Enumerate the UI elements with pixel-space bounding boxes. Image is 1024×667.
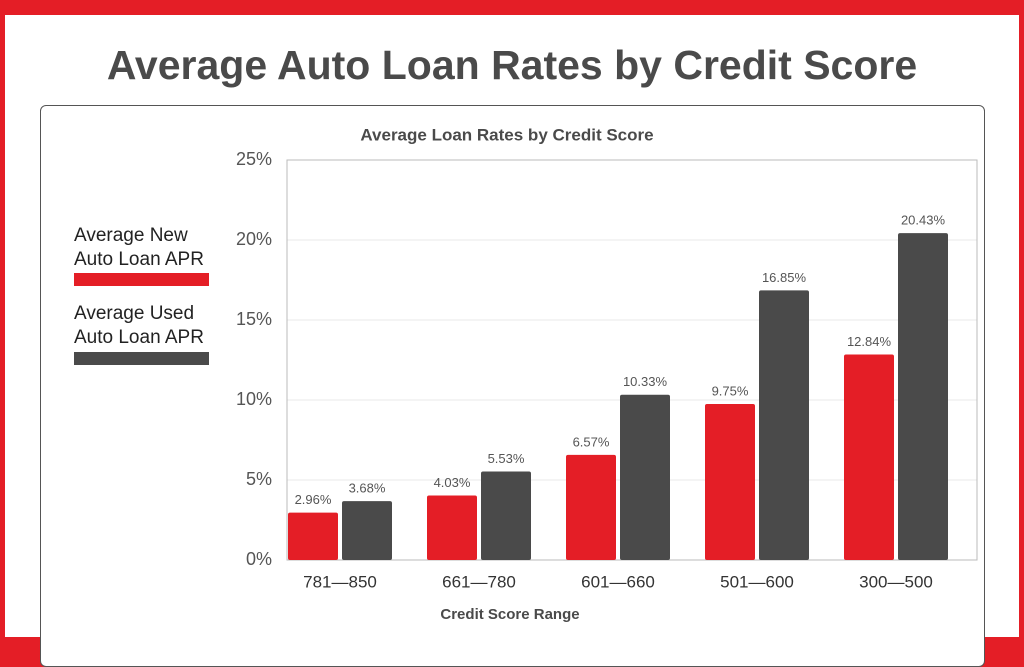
y-tick-label: 25% bbox=[236, 149, 272, 169]
x-tick-label: 661—780 bbox=[442, 572, 516, 591]
value-label: 16.85% bbox=[762, 270, 807, 285]
y-tick-label: 20% bbox=[236, 229, 272, 249]
value-label: 12.84% bbox=[847, 334, 892, 349]
bar bbox=[705, 404, 755, 560]
x-tick-label: 300—500 bbox=[859, 572, 933, 591]
legend-label: Average New Auto Loan APR bbox=[74, 225, 204, 270]
value-label: 20.43% bbox=[901, 213, 946, 228]
bar bbox=[759, 290, 809, 560]
page-heading: Average Auto Loan Rates by Credit Score bbox=[106, 42, 918, 88]
value-label: 9.75% bbox=[712, 383, 749, 398]
y-tick-label: 5% bbox=[246, 469, 272, 489]
x-tick-label: 601—660 bbox=[581, 572, 655, 591]
legend-label: Average Used Auto Loan APR bbox=[74, 303, 204, 348]
bar bbox=[844, 354, 894, 560]
y-tick-label: 0% bbox=[246, 549, 272, 569]
bar bbox=[566, 454, 616, 560]
legend-swatch bbox=[74, 352, 209, 365]
y-tick-label: 10% bbox=[236, 389, 272, 409]
chart: Average Loan Rates by Credit Score Credi… bbox=[236, 125, 978, 623]
y-tick-label: 15% bbox=[236, 309, 272, 329]
bar bbox=[288, 512, 338, 560]
bar bbox=[427, 495, 477, 560]
chart-title: Average Loan Rates by Credit Score bbox=[360, 125, 653, 144]
chart-panel bbox=[40, 105, 985, 667]
value-label: 6.57% bbox=[573, 434, 610, 449]
x-tick-label: 501—600 bbox=[720, 572, 794, 591]
value-label: 2.96% bbox=[295, 492, 332, 507]
bar bbox=[481, 471, 531, 560]
page: Average Auto Loan Rates by Credit Score … bbox=[5, 15, 1019, 667]
x-axis-label: Credit Score Range bbox=[440, 606, 579, 623]
x-tick-label: 781—850 bbox=[303, 572, 377, 591]
value-label: 4.03% bbox=[434, 475, 471, 490]
value-label: 10.33% bbox=[623, 374, 668, 389]
bar bbox=[620, 394, 670, 560]
value-label: 3.68% bbox=[349, 481, 386, 496]
legend-swatch bbox=[74, 273, 209, 286]
value-label: 5.53% bbox=[488, 451, 525, 466]
bar bbox=[342, 501, 392, 560]
bar bbox=[898, 233, 948, 560]
